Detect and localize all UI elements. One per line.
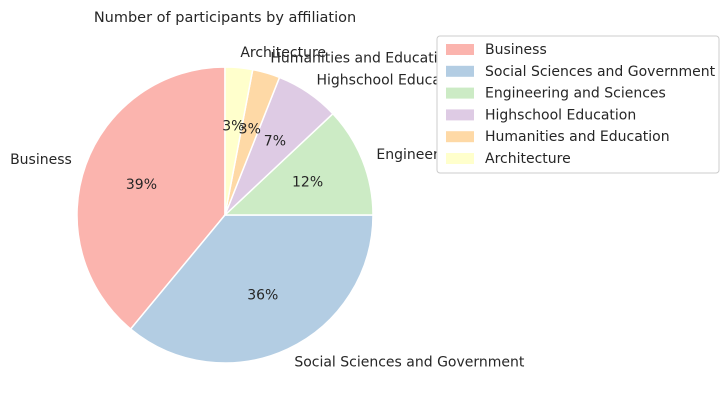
percent-label-social-sciences-and-government: 36% xyxy=(247,287,278,303)
legend-label-business: Business xyxy=(485,42,547,58)
slice-label-social-sciences-and-government: Social Sciences and Government xyxy=(294,354,525,370)
legend-swatch-business xyxy=(446,44,474,55)
legend: Business Social Sciences and Government En… xyxy=(436,35,720,174)
percent-label-architecture: 3% xyxy=(222,119,244,135)
percent-label-business: 39% xyxy=(126,177,157,193)
percent-labels: 39%36%12%7%3%3% xyxy=(126,119,323,304)
pie-slices xyxy=(76,66,374,364)
pie-slice-engineering-and-sciences xyxy=(223,112,374,216)
slice-label-architecture: Architecture xyxy=(240,45,326,61)
legend-frame xyxy=(436,35,720,174)
pie-slice-social-sciences-and-government xyxy=(129,214,374,364)
pie-slice-business xyxy=(76,66,226,331)
legend-swatch-architecture xyxy=(446,153,474,164)
chart-title: Number of participants by affiliation xyxy=(94,10,356,26)
slice-label-highschool-education: Highschool Education xyxy=(317,72,468,88)
legend-swatch-highschool-education xyxy=(446,109,474,121)
legend-swatch-humanities-and-education xyxy=(446,131,474,143)
slice-label-business: Business xyxy=(10,152,72,168)
legend-label-highschool-education: Highschool Education xyxy=(485,107,636,123)
percent-label-engineering-and-sciences: 12% xyxy=(292,174,323,190)
legend-label-social-sciences-and-government: Social Sciences and Government xyxy=(485,64,716,80)
legend-label-architecture: Architecture xyxy=(485,151,571,167)
percent-label-highschool-education: 7% xyxy=(264,134,286,150)
legend-label-humanities-and-education: Humanities and Education xyxy=(485,129,670,145)
percent-label-humanities-and-education: 3% xyxy=(239,122,261,138)
legend-swatch-social-sciences-and-government xyxy=(446,65,474,77)
slice-label-humanities-and-education: Humanities and Education xyxy=(270,51,455,67)
legend-swatch-engineering-and-sciences xyxy=(446,87,474,99)
pie-slice-architecture xyxy=(224,66,254,216)
legend-label-engineering-and-sciences: Engineering and Sciences xyxy=(485,86,666,102)
